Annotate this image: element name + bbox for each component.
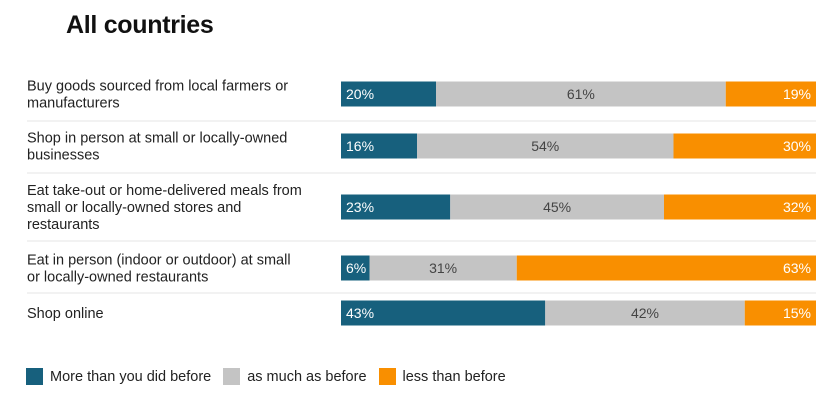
data-label-less: 63% xyxy=(783,260,811,276)
legend: More than you did before as much as befo… xyxy=(26,368,518,385)
data-label-same: 61% xyxy=(567,86,595,102)
bar-segment-less xyxy=(673,133,816,159)
category-label: Buy goods sourced from local farmers or m… xyxy=(27,79,288,112)
legend-swatch-less xyxy=(378,368,396,385)
data-label-more: 6% xyxy=(346,260,366,276)
category-label: Eat in person (indoor or outdoor) at sma… xyxy=(27,253,291,286)
data-label-less: 32% xyxy=(783,199,811,215)
legend-item-same: as much as before xyxy=(223,368,367,385)
data-label-same: 31% xyxy=(429,260,457,276)
legend-label-less: less than before xyxy=(402,368,506,385)
bar-segment-more xyxy=(341,133,417,159)
bar-segment-more xyxy=(341,300,546,326)
bar-segment-same xyxy=(545,300,745,326)
data-label-more: 16% xyxy=(346,138,374,154)
bar-segment-same xyxy=(417,133,674,159)
data-label-more: 20% xyxy=(346,86,374,102)
data-label-less: 30% xyxy=(783,138,811,154)
chart-title: All countries xyxy=(66,11,214,39)
legend-item-less: less than before xyxy=(378,368,506,385)
bar-segment-more xyxy=(341,194,451,220)
data-label-less: 19% xyxy=(783,86,811,102)
bar-segment-same xyxy=(450,194,664,220)
legend-label-same: as much as before xyxy=(247,368,367,385)
legend-swatch-more xyxy=(26,368,43,385)
legend-item-more: More than you did before xyxy=(26,368,211,385)
bar-segment-less xyxy=(725,81,816,107)
bar-segment-less xyxy=(664,194,816,220)
data-label-more: 23% xyxy=(346,199,374,215)
bar-segment-more xyxy=(341,81,436,107)
data-label-more: 43% xyxy=(346,305,374,321)
legend-swatch-same xyxy=(223,368,241,385)
data-label-same: 42% xyxy=(631,305,659,321)
bar-segment-less xyxy=(744,300,816,326)
category-label: Eat take-out or home-delivered meals fro… xyxy=(27,183,302,233)
bar-segment-same xyxy=(436,81,726,107)
legend-label-more: More than you did before xyxy=(50,368,212,385)
bar-segment-less xyxy=(516,255,816,281)
data-label-same: 45% xyxy=(543,199,571,215)
bar-segment-more xyxy=(341,255,370,281)
bar-segment-same xyxy=(369,255,517,281)
data-label-less: 15% xyxy=(783,305,811,321)
category-label: Shop in person at small or locally-owned… xyxy=(27,131,287,164)
category-label: Shop online xyxy=(27,306,104,322)
data-label-same: 54% xyxy=(531,138,559,154)
